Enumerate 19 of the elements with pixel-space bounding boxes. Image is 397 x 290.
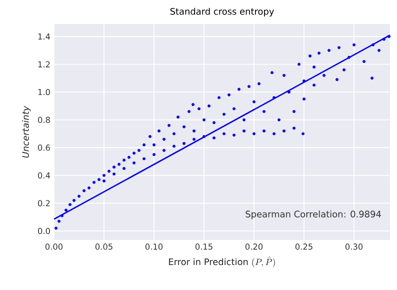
y-tick-label: 0.6 <box>38 144 50 151</box>
chart-title: Standard cross entropy <box>170 8 274 16</box>
x-tick-label: 0.30 <box>345 244 363 250</box>
x-tick-label: 0.20 <box>245 244 263 250</box>
y-tick-label: 1.2 <box>38 61 50 68</box>
y-tick-label: 0.8 <box>38 116 50 123</box>
y-tick-label: 0.0 <box>38 228 50 234</box>
x-tick-label: 0.15 <box>195 244 212 250</box>
x-tick-label: 0.10 <box>145 244 163 250</box>
y-tick-label: 1.0 <box>38 88 50 96</box>
y-axis-title: Uncertainty <box>22 106 31 158</box>
y-tick-label: 0.2 <box>38 200 50 206</box>
x-tick-label: 0.05 <box>95 244 112 250</box>
y-tick-label: 0.4 <box>38 172 50 178</box>
x-tick-label: 0.00 <box>45 244 63 250</box>
x-tick-label: 0.25 <box>295 244 312 250</box>
x-axis-title: $\mbox{Error in Prediction }(P,\hat{P})$ <box>169 256 275 268</box>
y-tick-label: 1.4 <box>38 34 50 40</box>
annotation: Spearman Correlation: 0.9894 <box>246 210 381 220</box>
